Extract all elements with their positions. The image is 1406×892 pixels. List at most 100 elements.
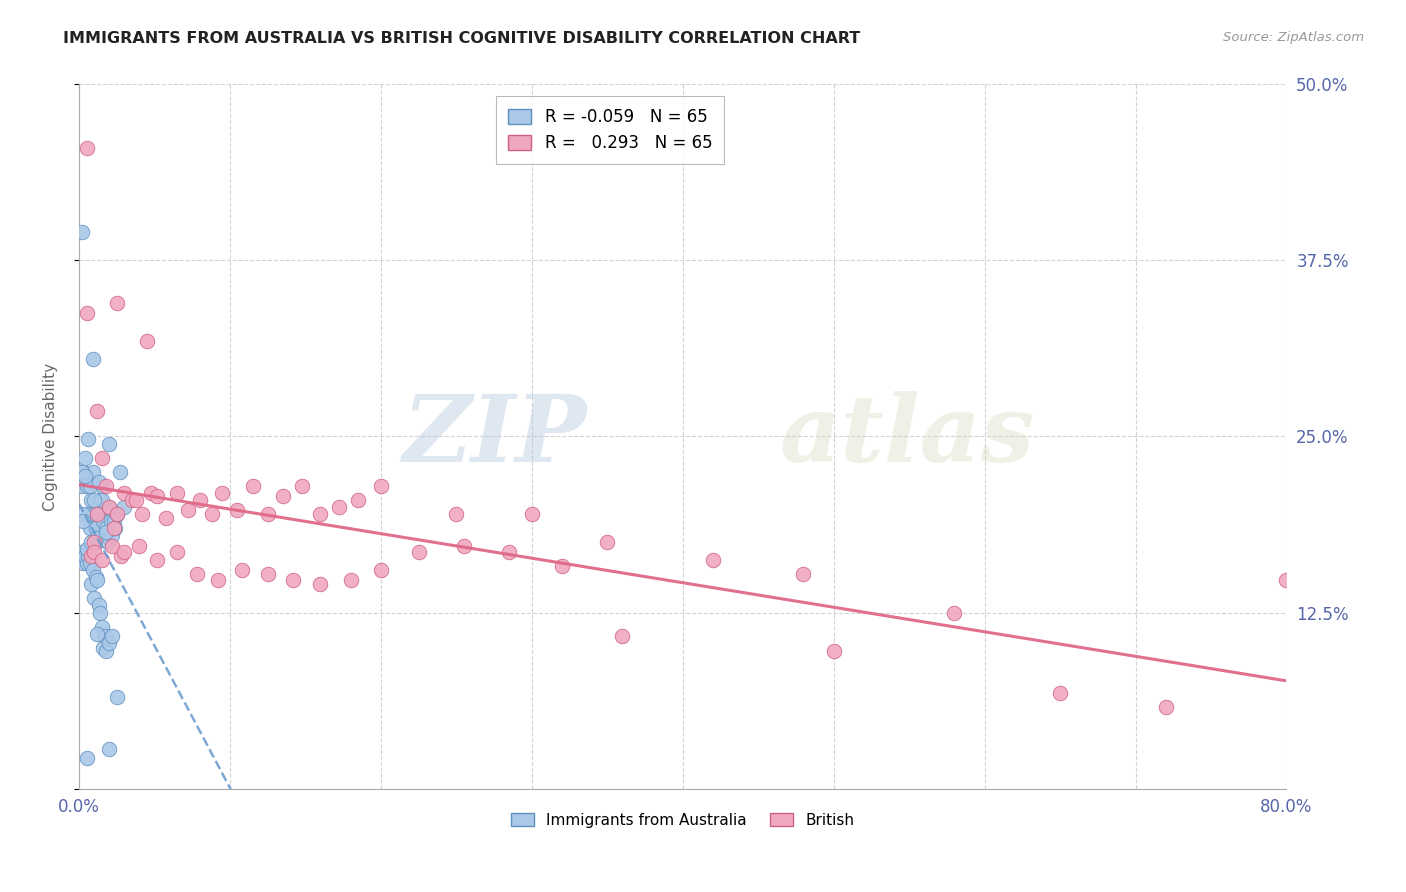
Point (98, 742, 121, 756)
Point (98, 500, 121, 514)
Point (211, 485, 233, 500)
Point (94, 479, 117, 493)
Point (94, 521, 117, 535)
Point (446, 507, 468, 521)
Point (76, 479, 98, 493)
Point (166, 545, 188, 559)
Point (72, 514, 94, 528)
Point (408, 545, 430, 559)
Point (98, 500, 121, 514)
Point (283, 573, 305, 587)
Point (86, 404, 108, 418)
Point (76, 542, 98, 557)
Point (77, 507, 100, 521)
Point (112, 545, 135, 559)
Point (186, 567, 208, 582)
Point (77, 549, 100, 564)
Point (94, 643, 117, 657)
Point (702, 553, 724, 567)
Point (79, 521, 101, 535)
Point (72, 507, 94, 521)
Point (86, 573, 108, 587)
Point (188, 492, 211, 507)
Point (98, 436, 121, 450)
Point (256, 507, 278, 521)
Point (823, 643, 845, 657)
Point (82, 563, 104, 577)
Point (103, 521, 125, 535)
Point (226, 502, 249, 516)
Point (90, 492, 112, 507)
Point (146, 553, 169, 567)
Point (131, 507, 153, 521)
Point (146, 489, 169, 503)
Point (76, 750, 98, 764)
Point (77, 432, 100, 446)
Point (231, 563, 253, 577)
Point (82, 465, 104, 479)
Point (271, 489, 294, 503)
Point (89, 606, 111, 620)
Point (90, 479, 112, 493)
Point (347, 492, 370, 507)
Point (80, 492, 103, 507)
Point (76, 556, 98, 570)
Point (89, 492, 111, 507)
Point (135, 334, 157, 348)
Point (86, 626, 108, 640)
Point (94, 525, 117, 540)
Text: ZIP: ZIP (402, 392, 586, 482)
Point (70, 225, 93, 239)
Point (83, 591, 105, 606)
Point (370, 479, 392, 493)
Point (97, 535, 120, 549)
Point (79, 556, 101, 570)
Point (83, 492, 105, 507)
Point (79, 479, 101, 493)
Point (91, 514, 114, 528)
Point (242, 479, 264, 493)
Point (82, 352, 104, 367)
Point (105, 295, 128, 310)
Point (83, 545, 105, 559)
Point (943, 606, 966, 620)
Text: Source: ZipAtlas.com: Source: ZipAtlas.com (1223, 31, 1364, 45)
Point (108, 465, 131, 479)
Point (103, 514, 125, 528)
Point (1049, 686, 1071, 700)
Point (328, 500, 350, 514)
Point (84, 570, 107, 584)
Point (128, 539, 150, 553)
Y-axis label: Cognitive Disability: Cognitive Disability (44, 362, 58, 510)
Point (76, 141, 98, 155)
Point (100, 514, 122, 528)
Point (86, 507, 108, 521)
Text: atlas: atlas (779, 392, 1035, 482)
Point (453, 539, 475, 553)
Point (73, 469, 96, 483)
Point (80, 577, 103, 591)
Point (125, 492, 148, 507)
Point (93, 528, 115, 542)
Point (370, 563, 392, 577)
Point (176, 502, 198, 516)
Point (166, 485, 188, 500)
Point (309, 507, 332, 521)
Point (80, 549, 103, 564)
Point (101, 539, 124, 553)
Point (1154, 699, 1177, 714)
Point (339, 573, 361, 587)
Point (73, 549, 96, 564)
Legend: Immigrants from Australia, British: Immigrants from Australia, British (505, 806, 860, 834)
Point (1275, 573, 1298, 587)
Point (87, 599, 110, 613)
Point (86, 535, 108, 549)
Point (91, 640, 114, 655)
Point (105, 507, 128, 521)
Point (141, 485, 163, 500)
Point (101, 630, 124, 644)
Point (90, 619, 112, 633)
Point (72, 465, 94, 479)
Point (520, 507, 543, 521)
Point (84, 521, 107, 535)
